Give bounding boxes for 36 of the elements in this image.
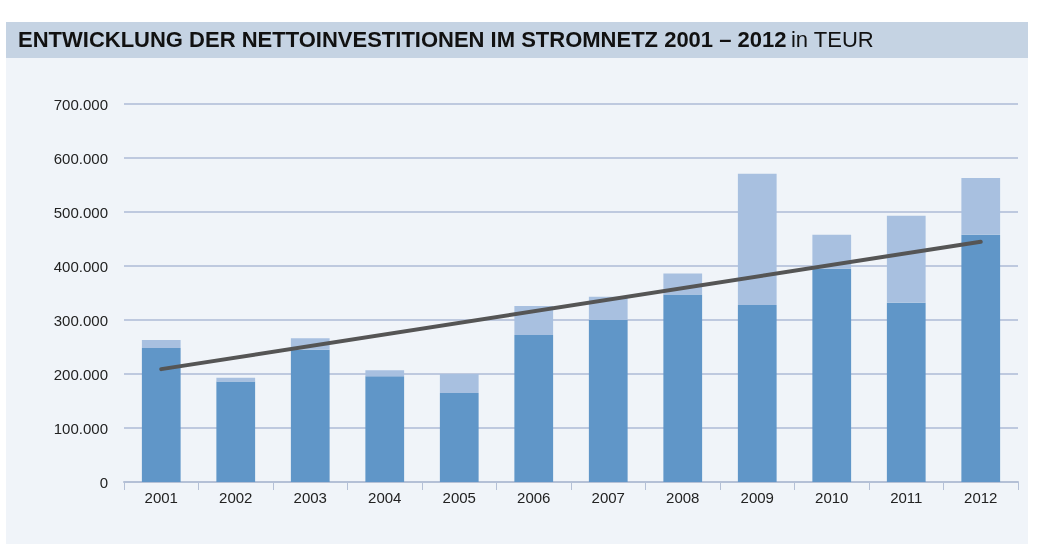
y-tick-label: 400.000 — [53, 257, 108, 275]
x-tick-label: 2004 — [368, 489, 402, 506]
y-tick-label: 100.000 — [53, 419, 108, 437]
y-tick-label: 300.000 — [53, 311, 108, 329]
bar — [216, 381, 256, 482]
bar — [141, 339, 181, 349]
x-tick-label: 2009 — [740, 489, 774, 506]
y-tick-label: 600.000 — [53, 149, 108, 167]
y-tick-label: 200.000 — [53, 365, 108, 383]
bar — [737, 304, 777, 482]
x-tick-label: 2002 — [219, 489, 253, 506]
bar — [439, 392, 479, 482]
chart-title: ENTWICKLUNG DER NETTOINVESTITIONEN IM STROMNETZ 2001 – 2012 — [17, 27, 787, 52]
bar — [663, 294, 703, 482]
bar — [886, 302, 926, 482]
x-tick-label: 2006 — [517, 489, 551, 506]
bar — [141, 348, 181, 482]
x-tick-label: 2001 — [144, 489, 178, 506]
bar — [290, 349, 330, 482]
y-tick-label: 0 — [99, 473, 108, 491]
x-tick-label: 2008 — [666, 489, 700, 506]
x-tick-label: 2007 — [591, 489, 625, 506]
x-tick-label: 2012 — [964, 489, 998, 506]
bar — [514, 335, 554, 482]
bar — [588, 320, 628, 482]
x-tick-label: 2003 — [293, 489, 327, 506]
bar — [812, 268, 852, 482]
y-tick-label: 700.000 — [53, 95, 108, 113]
x-tick-label: 2011 — [890, 489, 923, 506]
y-tick-label: 500.000 — [53, 203, 108, 221]
bar — [365, 376, 405, 482]
bar — [961, 234, 1001, 482]
bar — [216, 377, 256, 382]
x-tick-label: 2010 — [815, 489, 849, 506]
chart-subtitle: in TEUR — [790, 27, 874, 52]
x-tick-label: 2005 — [442, 489, 476, 506]
